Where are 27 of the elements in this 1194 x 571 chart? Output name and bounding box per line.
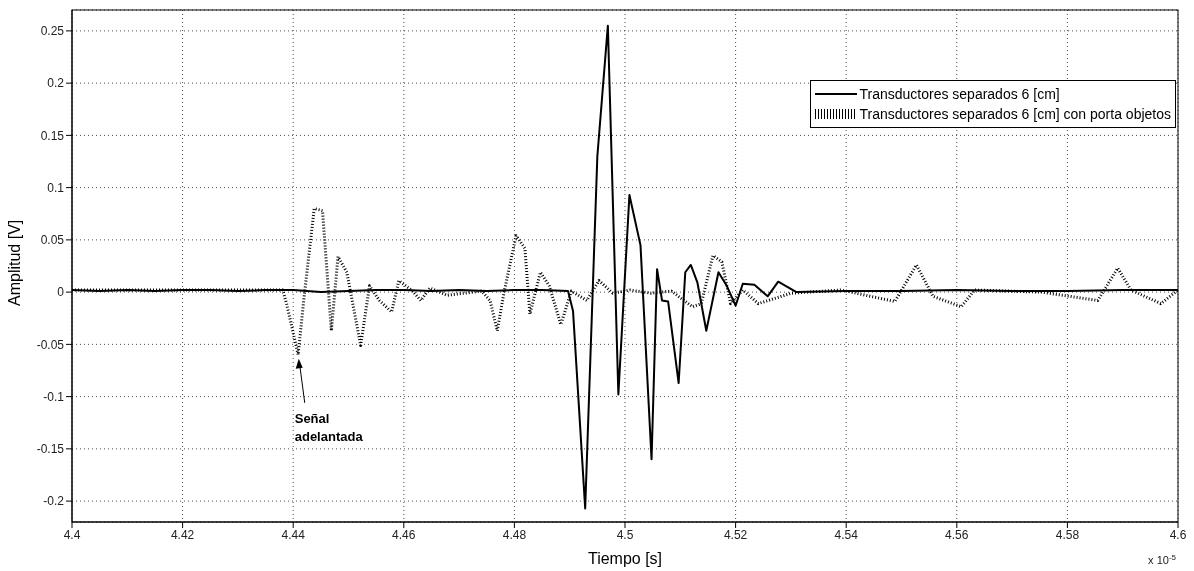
y-tick-label: 0.1 — [47, 180, 65, 195]
y-axis-title: Amplitud [V] — [5, 219, 23, 306]
legend-label: Transductores separados 6 [cm] con porta objetos — [859, 106, 1171, 122]
y-tick-label: 0 — [57, 285, 65, 300]
legend-label: Transductores separados 6 [cm] — [859, 86, 1060, 102]
y-tick-label: -0.1 — [43, 389, 65, 404]
x-tick-label: 4.44 — [281, 527, 306, 542]
x-tick-label: 4.54 — [834, 527, 859, 542]
y-tick-label: 0.05 — [40, 233, 65, 248]
text: x 10$^{-5}$ — [1148, 552, 1177, 566]
x-tick-label: 4.6 — [1169, 527, 1187, 542]
annotation: Señal adelantada — [294, 410, 364, 444]
y-tick-label: -0.2 — [43, 494, 65, 509]
x-tick-label: 4.56 — [945, 527, 969, 542]
y-tick-label: 0.15 — [40, 128, 65, 143]
x-axis-title: Tiempo [s] — [587, 550, 663, 567]
y-tick-label: -0.15 — [36, 442, 65, 457]
x-tick-label: 4.58 — [1055, 527, 1080, 542]
y-tick-label: 0.25 — [40, 24, 65, 39]
x-tick-label: 4.48 — [502, 527, 527, 542]
x-tick-label: 4.5 — [616, 527, 634, 542]
x-tick-label: 4.46 — [392, 527, 416, 542]
x-tick-label: 4.52 — [723, 527, 748, 542]
x-tick-label: 4.4 — [63, 527, 81, 542]
y-tick-label: 0.2 — [47, 76, 65, 91]
y-tick-label: -0.05 — [36, 337, 65, 352]
x-tick-label: 4.42 — [170, 527, 195, 542]
